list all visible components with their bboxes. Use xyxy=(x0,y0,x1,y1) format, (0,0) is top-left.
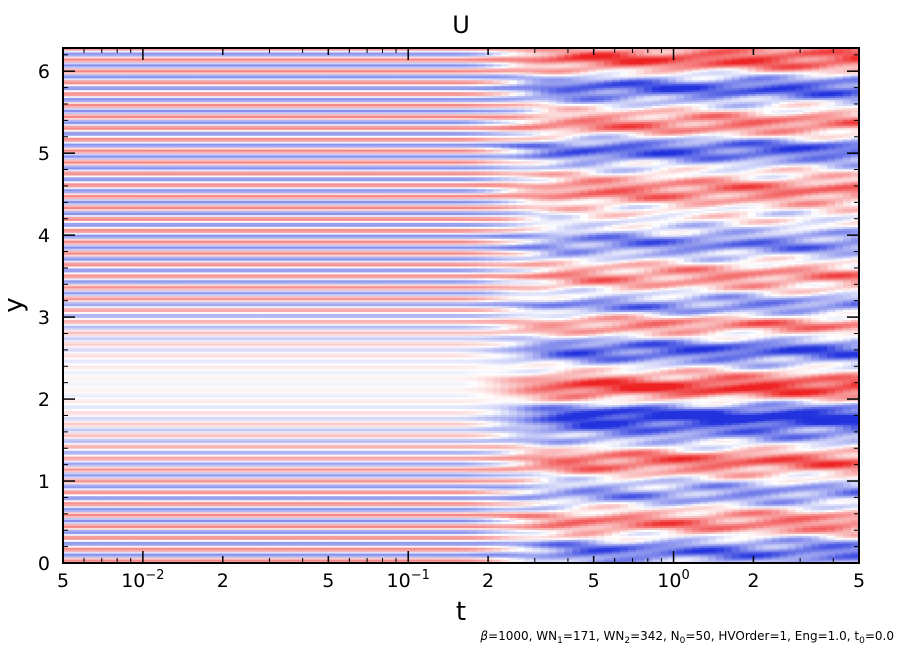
heatmap-field xyxy=(63,48,860,564)
chart-title: U xyxy=(452,11,470,39)
